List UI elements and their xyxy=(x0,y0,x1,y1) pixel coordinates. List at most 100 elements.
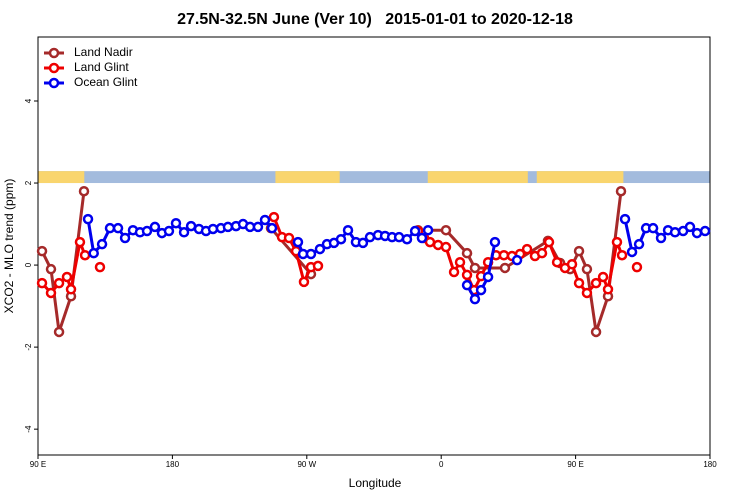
series-point xyxy=(298,276,310,288)
series-point xyxy=(422,224,434,236)
series-point xyxy=(141,225,153,237)
series-point xyxy=(88,247,99,259)
y-axis-label: XCO2 - MLO trend (ppm) xyxy=(2,179,16,314)
series-point xyxy=(616,249,628,261)
series-point xyxy=(112,222,124,234)
series-point xyxy=(342,224,354,236)
series-point xyxy=(611,236,623,248)
series-point xyxy=(82,213,94,225)
series-point xyxy=(543,236,555,248)
land-band xyxy=(427,171,528,184)
y-tick-label: 2 xyxy=(24,180,33,185)
chart-title: 27.5N-32.5N June (Ver 10) 2015-01-01 to … xyxy=(177,11,573,28)
series-point xyxy=(61,271,73,283)
series-point xyxy=(566,259,578,270)
legend-marker xyxy=(48,77,60,89)
series-point xyxy=(581,287,593,299)
series-point xyxy=(669,227,681,238)
series-point xyxy=(94,261,106,273)
series-point xyxy=(74,236,86,248)
series-point xyxy=(631,261,643,273)
series-point xyxy=(699,225,711,237)
series-point xyxy=(691,227,703,239)
x-tick-label: 0 xyxy=(439,460,444,469)
series-point xyxy=(448,266,460,278)
series-point xyxy=(335,233,347,245)
series-point xyxy=(292,236,304,248)
series-point xyxy=(499,262,511,274)
ocean-band xyxy=(38,171,710,184)
series-point xyxy=(489,236,501,248)
land-band xyxy=(536,171,624,184)
series-point xyxy=(454,256,466,268)
y-tick-label: -4 xyxy=(24,425,33,433)
series-point xyxy=(573,277,585,289)
series-point xyxy=(684,221,696,233)
series-point xyxy=(498,249,510,261)
series-point xyxy=(655,232,667,244)
series-point xyxy=(626,246,638,258)
plot-frame xyxy=(37,36,711,456)
x-tick-label: 180 xyxy=(166,460,180,469)
series-point xyxy=(590,277,602,289)
series-point xyxy=(53,326,65,338)
series-point xyxy=(551,256,563,268)
series-point xyxy=(65,284,77,295)
series-point xyxy=(163,225,175,237)
series-point xyxy=(36,245,48,257)
series-point xyxy=(79,249,91,261)
series-point xyxy=(305,248,317,260)
series-point xyxy=(469,293,481,305)
legend-marker xyxy=(48,62,60,74)
x-axis-label: Longitude xyxy=(349,476,402,490)
series-point xyxy=(536,247,548,259)
legend-label: Land Nadir xyxy=(74,45,133,59)
series-point xyxy=(573,245,585,257)
y-tick-label: 0 xyxy=(24,262,33,267)
series-point xyxy=(53,277,65,289)
series-point xyxy=(78,185,90,197)
series-point xyxy=(178,227,190,238)
legend-marker xyxy=(48,47,60,59)
series-point xyxy=(475,284,487,296)
series-point xyxy=(45,287,57,299)
series-point xyxy=(36,277,48,289)
y-tick-label: 4 xyxy=(24,98,33,103)
series-point xyxy=(581,263,593,275)
y-tick-label: -2 xyxy=(24,343,33,351)
series-point xyxy=(619,213,631,225)
series-point xyxy=(416,232,428,244)
x-tick-label: 90 E xyxy=(30,460,46,469)
series-point xyxy=(312,260,324,272)
series-point xyxy=(252,221,264,233)
land-band xyxy=(275,171,340,184)
legend-label: Land Glint xyxy=(74,60,129,74)
series-point xyxy=(590,326,602,338)
series-point xyxy=(461,279,473,291)
series-point xyxy=(357,237,369,249)
series-point xyxy=(259,214,271,226)
x-tick-label: 90 E xyxy=(567,460,583,469)
series-point xyxy=(633,238,645,250)
series-point xyxy=(511,254,523,266)
series-point xyxy=(314,243,326,255)
series-point xyxy=(482,271,494,283)
series-point xyxy=(469,262,481,274)
series-point xyxy=(283,232,295,244)
series-point xyxy=(364,231,376,243)
series-point xyxy=(268,211,280,223)
series-point xyxy=(222,221,234,233)
series-point xyxy=(615,185,627,197)
series-point xyxy=(170,217,182,229)
series-point xyxy=(266,222,278,234)
series-point xyxy=(602,284,614,295)
series-point xyxy=(119,232,131,244)
series-point xyxy=(461,269,473,281)
series-point xyxy=(597,271,609,283)
series-point xyxy=(104,222,116,234)
series-line xyxy=(40,191,623,333)
x-tick-label: 90 W xyxy=(297,460,316,469)
legend-label: Ocean Glint xyxy=(74,75,138,89)
